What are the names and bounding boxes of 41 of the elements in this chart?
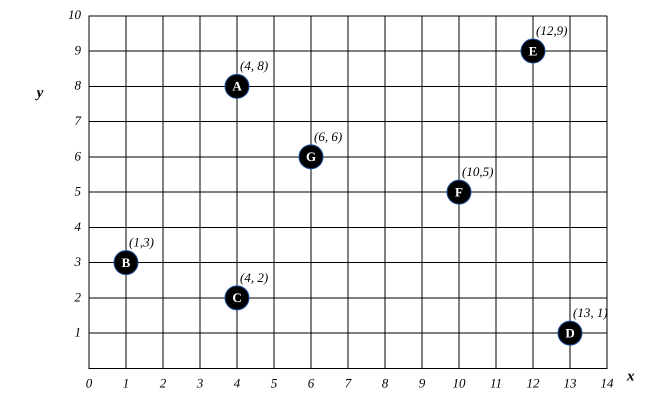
data-label: F <box>455 184 464 200</box>
x-tick-label: 11 <box>490 376 502 391</box>
annotation: (4, 2) <box>240 270 268 285</box>
point <box>446 180 472 205</box>
x-tick-label: 13 <box>564 376 577 391</box>
x-tick-label: 2 <box>160 376 167 391</box>
annotation: (12,9) <box>536 22 568 38</box>
y-tick-label: 7 <box>74 113 82 128</box>
x-tick-label: 4 <box>234 376 241 391</box>
x-tick-label: 8 <box>382 376 389 391</box>
data-label: E <box>528 43 538 58</box>
annotation: (1,3) <box>129 234 154 250</box>
y-axis-title: y <box>34 85 44 102</box>
data-label: D <box>565 326 575 340</box>
y-tick-label: 8 <box>74 78 82 93</box>
x-tick-label: 0 <box>86 376 93 391</box>
annotation: (4, 8) <box>240 58 268 74</box>
y-tick-label: 4 <box>74 218 82 234</box>
x-tick-label: 10 <box>452 376 466 391</box>
x-axis-title: x <box>626 368 635 384</box>
x-tick-label: 14 <box>600 376 614 391</box>
x-tick-label: 9 <box>418 376 426 391</box>
x-tick-label: 6 <box>308 376 315 391</box>
data-label: G <box>306 149 316 164</box>
y-tick-label: 3 <box>74 254 82 270</box>
annotation: (10,5) <box>462 164 494 180</box>
x-tick-label: 1 <box>122 376 130 391</box>
y-tick-label: 1 <box>74 324 81 340</box>
x-tick-label: 5 <box>270 376 278 391</box>
y-tick-label: 6 <box>74 148 82 164</box>
x-tick-label: 12 <box>526 376 540 391</box>
annotation: (6, 6) <box>314 128 342 144</box>
y-tick-label: 5 <box>74 184 82 199</box>
data-label: A <box>232 78 242 94</box>
y-tick-label: 2 <box>74 289 82 304</box>
y-tick-label: 9 <box>74 42 82 58</box>
x-tick-label: 7 <box>344 376 352 391</box>
data-label: C <box>232 290 242 306</box>
y-tick-label: 10 <box>68 7 82 22</box>
x-tick-label: 3 <box>196 376 204 391</box>
data-label: B <box>122 254 131 270</box>
